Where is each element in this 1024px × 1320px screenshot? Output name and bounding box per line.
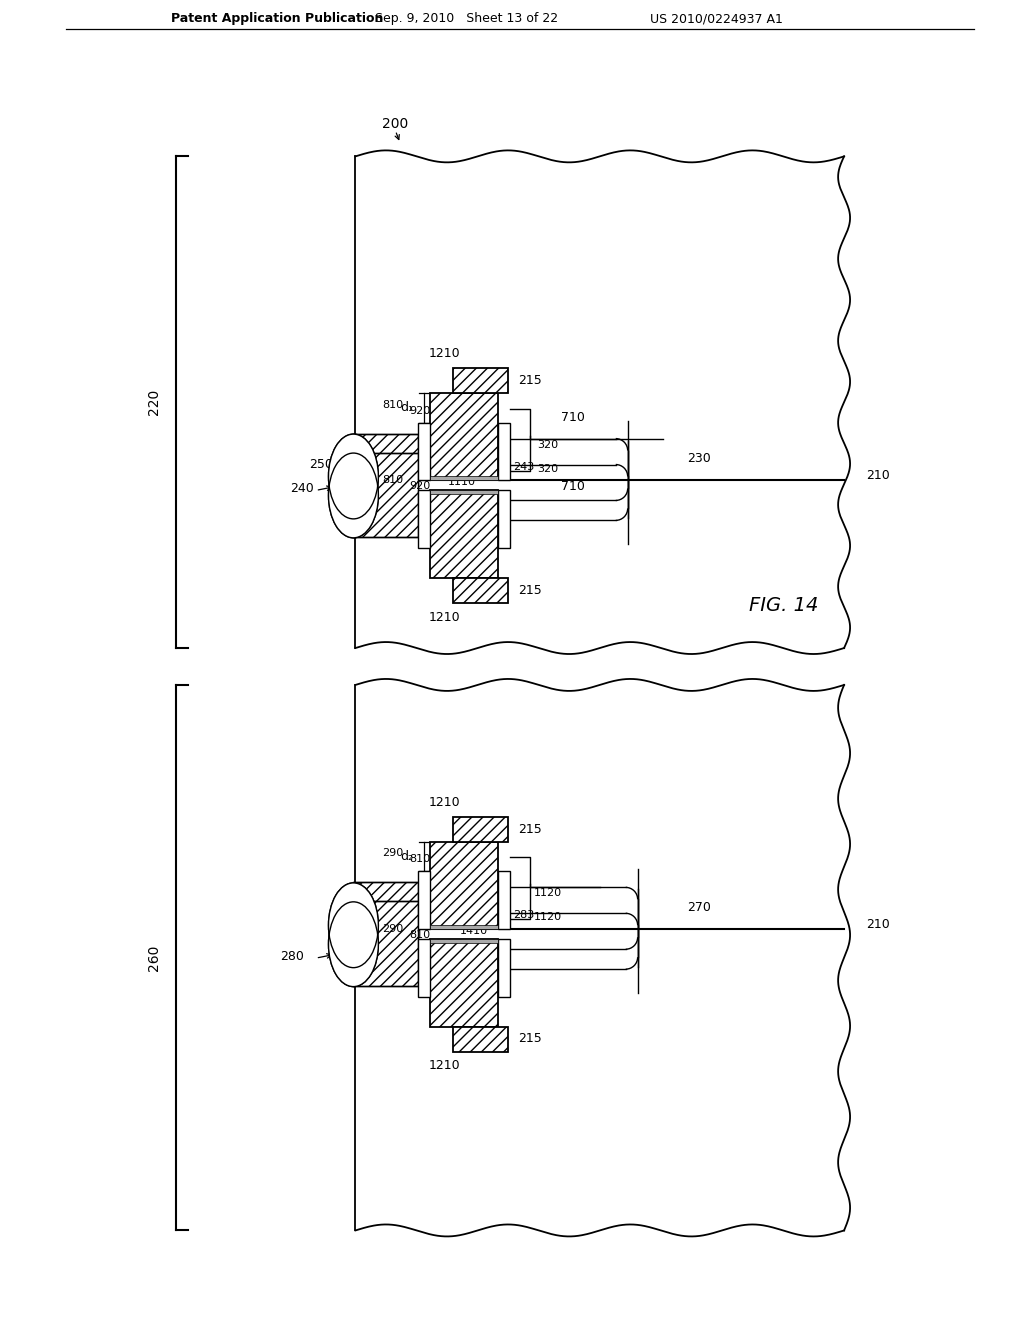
Text: 920: 920	[410, 482, 431, 491]
Bar	[418, 871, 430, 929]
Text: 1210: 1210	[428, 796, 460, 809]
Text: 215: 215	[518, 1032, 542, 1045]
Bar	[353, 882, 418, 968]
Text: 270: 270	[687, 900, 712, 913]
Bar	[430, 940, 498, 944]
Text: 290: 290	[382, 924, 403, 935]
Bar	[418, 422, 430, 480]
Bar	[430, 393, 498, 480]
Bar	[430, 491, 498, 495]
Text: 710: 710	[561, 480, 585, 492]
Text: 320: 320	[538, 463, 558, 474]
Bar	[454, 817, 508, 842]
Text: 230: 230	[687, 451, 712, 465]
Bar	[430, 925, 498, 929]
Bar	[498, 940, 510, 997]
Bar	[454, 1027, 508, 1052]
Bar	[454, 368, 508, 393]
Bar	[454, 578, 508, 603]
Text: 200: 200	[382, 117, 409, 132]
Text: 280: 280	[280, 949, 303, 962]
Bar	[353, 453, 418, 537]
Text: 1110: 1110	[449, 408, 476, 417]
Bar	[498, 422, 510, 480]
Ellipse shape	[329, 883, 378, 968]
Text: 215: 215	[518, 375, 542, 387]
Text: Patent Application Publication: Patent Application Publication	[171, 12, 383, 25]
Ellipse shape	[329, 453, 378, 537]
Text: 1120: 1120	[534, 912, 562, 923]
Text: 250: 250	[309, 458, 334, 471]
Text: 810: 810	[410, 931, 431, 940]
Ellipse shape	[329, 434, 378, 519]
Text: 810: 810	[382, 400, 402, 409]
Bar	[418, 491, 430, 548]
Text: 710: 710	[561, 411, 585, 424]
Bar	[430, 477, 498, 480]
Text: Sep. 9, 2010   Sheet 13 of 22: Sep. 9, 2010 Sheet 13 of 22	[376, 12, 558, 25]
Text: US 2010/0224937 A1: US 2010/0224937 A1	[649, 12, 782, 25]
Text: 220: 220	[147, 389, 161, 416]
Text: 810: 810	[382, 475, 402, 486]
Bar	[430, 842, 498, 929]
Bar	[353, 902, 418, 986]
Bar	[353, 433, 418, 519]
Text: 290: 290	[382, 849, 403, 858]
Text: 1210: 1210	[428, 611, 460, 623]
Text: 1210: 1210	[428, 347, 460, 360]
Text: 210: 210	[866, 469, 890, 482]
Bar	[498, 871, 510, 929]
Text: 1210: 1210	[428, 1060, 460, 1072]
Text: 215: 215	[518, 824, 542, 836]
Text: 245: 245	[443, 425, 465, 436]
Text: 1110: 1110	[449, 478, 476, 487]
Ellipse shape	[329, 453, 378, 537]
Text: 1410: 1410	[460, 857, 488, 866]
Bar	[430, 491, 498, 578]
Text: 210: 210	[866, 917, 890, 931]
Ellipse shape	[329, 434, 378, 519]
Text: FIG. 14: FIG. 14	[750, 595, 819, 615]
Text: 283: 283	[513, 911, 535, 920]
Text: d₁: d₁	[399, 401, 413, 414]
Bar	[498, 491, 510, 548]
Ellipse shape	[329, 902, 378, 986]
Text: 1410: 1410	[460, 927, 488, 936]
Text: 320: 320	[538, 440, 558, 450]
Text: 260: 260	[147, 945, 161, 972]
Bar	[430, 940, 498, 1027]
Text: 285: 285	[443, 874, 465, 884]
Text: 288: 288	[386, 896, 407, 907]
Text: 1120: 1120	[534, 888, 562, 899]
Text: 240: 240	[290, 482, 313, 495]
Text: 920: 920	[410, 405, 431, 416]
Ellipse shape	[329, 902, 378, 986]
Text: 810: 810	[410, 854, 431, 865]
Text: 248: 248	[386, 447, 407, 458]
Bar	[418, 940, 430, 997]
Text: 243: 243	[513, 462, 535, 471]
Ellipse shape	[329, 883, 378, 968]
Text: d₂: d₂	[399, 850, 413, 863]
Text: 215: 215	[518, 583, 542, 597]
